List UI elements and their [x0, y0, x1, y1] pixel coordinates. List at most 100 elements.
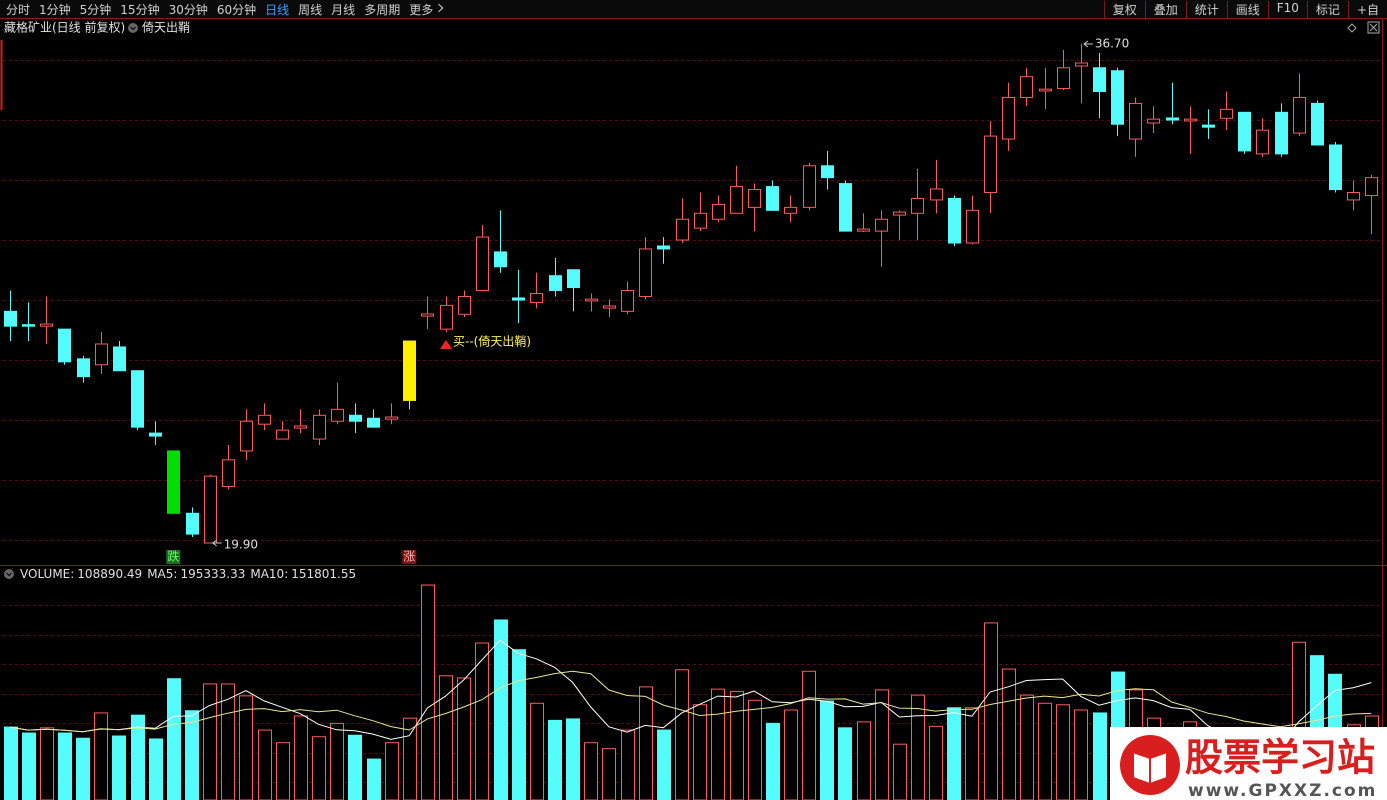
dropdown-icon[interactable]	[4, 569, 14, 579]
candle-body	[1347, 192, 1360, 201]
volume-bar	[730, 690, 744, 800]
stock-title: 藏格矿业(日线 前复权)	[4, 20, 125, 35]
ma5-line	[9, 639, 1372, 745]
tool-buttons: 复权 叠加 统计 画线 F10 标记 +自	[1103, 1, 1387, 18]
candle-body	[857, 228, 870, 232]
candle-body	[821, 165, 834, 179]
period-tab[interactable]: 1分钟	[39, 3, 71, 17]
signal-tag-bg	[166, 550, 181, 564]
period-tab[interactable]: 15分钟	[120, 3, 160, 17]
tool-button[interactable]: 复权	[1103, 1, 1145, 18]
candle-body	[766, 186, 779, 211]
buy-triangle	[440, 340, 452, 349]
period-tab[interactable]: 30分钟	[168, 3, 208, 17]
volume-bar	[167, 678, 181, 800]
tool-button[interactable]: 叠加	[1144, 1, 1186, 18]
volume-bar	[875, 689, 889, 800]
candle-body	[1093, 67, 1106, 93]
low-arrow	[212, 539, 222, 547]
candle-body	[803, 165, 816, 208]
candle-body	[204, 475, 217, 544]
candle-body	[186, 512, 199, 535]
watermark-url: www.GPXXZ.com	[1188, 781, 1377, 800]
candle-body	[258, 414, 271, 425]
candle-body	[984, 135, 997, 194]
volume-bar	[584, 742, 598, 800]
volume-bar	[1056, 704, 1070, 800]
labels: 36.70 19.90 跌 涨 买--(倚天出鞘)	[166, 37, 1129, 564]
watermark: 股票学习站 www.GPXXZ.com	[1110, 727, 1387, 800]
volume-bar	[984, 622, 998, 800]
settings-icon[interactable]	[1347, 23, 1357, 33]
period-tab[interactable]: 60分钟	[216, 3, 257, 17]
volume-bar	[439, 675, 453, 800]
candle-body	[694, 212, 707, 229]
volume-bar	[239, 695, 253, 800]
volume-bar	[1020, 694, 1034, 800]
volume-name: VOLUME:	[20, 567, 74, 581]
period-tab[interactable]: 月线	[331, 3, 356, 17]
candle-body	[1329, 144, 1342, 191]
volume-bar	[857, 721, 871, 800]
tool-button[interactable]: F10	[1267, 1, 1307, 18]
low-label: 19.90	[224, 538, 258, 552]
ma5-name: MA5:	[147, 567, 177, 581]
candle-body	[1311, 102, 1324, 146]
indicator-title: 倚天出鞘	[142, 21, 190, 35]
volume-bar	[221, 683, 235, 800]
candle-body	[1111, 70, 1124, 125]
candle-body	[1002, 96, 1015, 140]
candle-body	[930, 188, 943, 201]
candle-body	[639, 248, 652, 297]
volume-bar	[1093, 712, 1107, 800]
candle-body	[222, 459, 235, 488]
ma5-value: 195333.33	[180, 567, 245, 581]
candle-body	[131, 370, 144, 428]
volume-bar	[40, 727, 54, 800]
candle-body	[911, 197, 924, 214]
close-icon[interactable]	[1367, 21, 1380, 34]
candle-body	[530, 293, 543, 303]
volume-bar	[94, 712, 108, 800]
volume-bar	[185, 710, 199, 800]
volume-bar	[512, 649, 526, 800]
candle-body	[1293, 96, 1306, 134]
tool-button[interactable]: +自	[1347, 1, 1387, 18]
period-tab[interactable]: 分时	[6, 3, 31, 17]
volume-bar	[784, 709, 798, 800]
volume-bar	[348, 734, 362, 800]
candle-body	[585, 298, 598, 302]
candle-body	[167, 450, 180, 514]
period-tab[interactable]: 多周期	[364, 3, 401, 17]
candle-body	[40, 323, 53, 327]
period-tab[interactable]: 5分钟	[79, 3, 112, 17]
candle-body	[113, 346, 126, 372]
candle-body	[966, 209, 979, 244]
tool-button[interactable]: 标记	[1306, 1, 1348, 18]
volume-bar	[312, 736, 326, 800]
volume-header-text: VOLUME: 108890.49 MA5: 195333.33 MA10: 151801…	[20, 567, 356, 581]
volume-value: 108890.49	[77, 567, 142, 581]
candle-body	[1166, 117, 1179, 121]
volume-bar	[639, 686, 653, 800]
volume-bar	[657, 729, 671, 800]
watermark-logo	[1132, 750, 1168, 786]
tool-button[interactable]: 统计	[1185, 1, 1227, 18]
candle-body	[603, 305, 616, 309]
candle-body	[657, 245, 670, 250]
candle-body	[440, 304, 453, 330]
dropdown-icon[interactable]	[128, 23, 138, 33]
tool-button[interactable]: 画线	[1226, 1, 1268, 18]
candle-body	[4, 310, 17, 327]
period-tab[interactable]: 更多	[409, 1, 444, 18]
candles	[4, 44, 1378, 544]
volume-bar	[748, 699, 762, 800]
period-tab[interactable]: 周线	[298, 3, 323, 17]
candle-body	[349, 414, 362, 422]
candle-body	[676, 218, 689, 241]
period-tab[interactable]: 日线	[265, 3, 290, 17]
volume-bar	[911, 694, 925, 800]
candle-body	[839, 183, 852, 232]
